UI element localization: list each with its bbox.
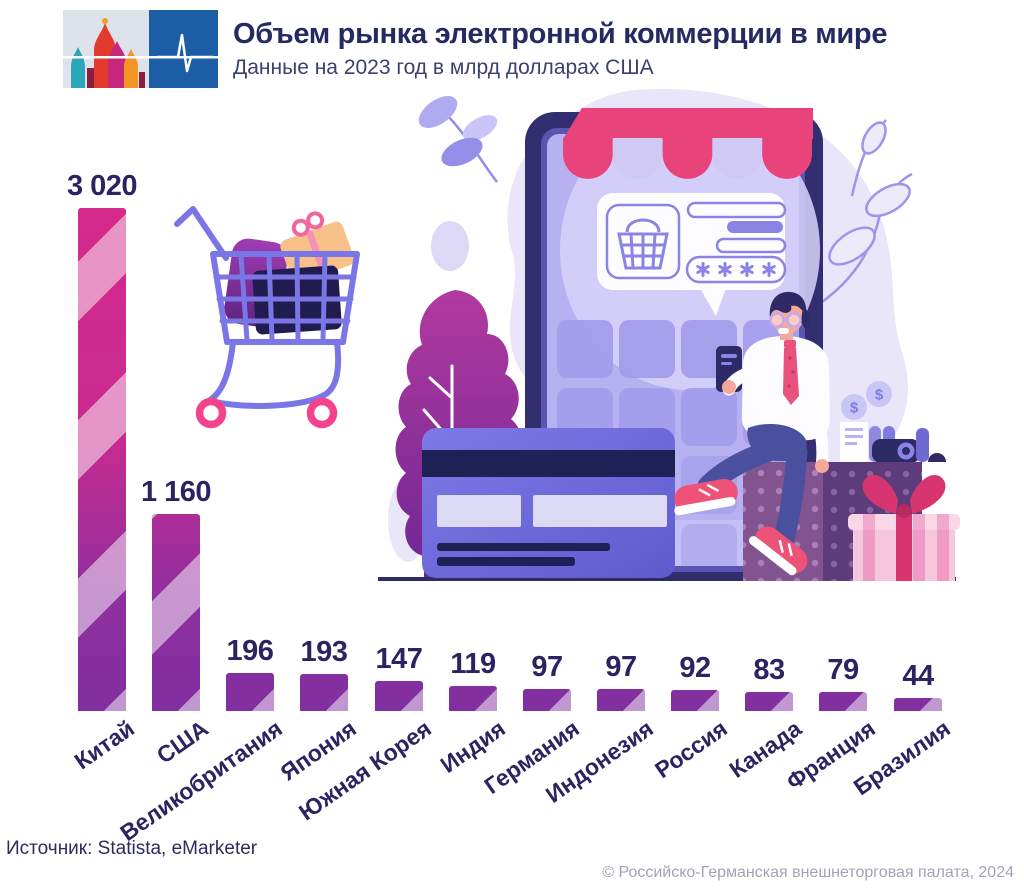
- logo-baseline: [63, 56, 218, 59]
- filled-pill: [727, 221, 783, 233]
- bar-value-label: 79: [827, 654, 859, 686]
- st-basil-cathedral-icon: [71, 18, 145, 88]
- bar-Франция: [819, 692, 867, 711]
- lavender-dot: [431, 221, 469, 271]
- bar-США: [152, 514, 200, 711]
- bar-Индонезия: [597, 689, 645, 711]
- bar-Канада: [745, 692, 793, 711]
- bar-Россия: [671, 690, 719, 711]
- bar-Южная Корея: [375, 681, 423, 711]
- bar-value-label: 92: [679, 652, 711, 684]
- bar-value-label: 1 160: [140, 476, 212, 508]
- basket-icon: [617, 218, 669, 270]
- copyright-note: © Российско-Германская внешнеторговая па…: [602, 864, 1014, 881]
- shopping-items: [840, 422, 946, 463]
- bar-value-label: 193: [300, 636, 348, 668]
- bar-value-label: 3 020: [66, 170, 138, 202]
- header: Объем рынка электронной коммерции в мире…: [233, 18, 993, 80]
- bar-value-label: 147: [375, 643, 423, 675]
- leaves-right-icon: [821, 119, 913, 304]
- bar-Япония: [300, 674, 348, 711]
- sneaker-icon: [748, 526, 808, 576]
- bar-Великобритания: [226, 673, 274, 711]
- bar-value-label: 97: [531, 651, 563, 683]
- pulse-line-icon: [156, 33, 215, 73]
- page-title: Объем рынка электронной коммерции в мире: [233, 18, 888, 50]
- bar-Бразилия: [894, 698, 942, 711]
- cart-wheel-icon: [195, 397, 227, 429]
- bar-Германия: [523, 689, 571, 711]
- russian-german-chamber-logo: [63, 10, 218, 88]
- bar-value-label: 119: [450, 648, 496, 680]
- bar-value-label: 97: [605, 651, 637, 683]
- hair: [769, 291, 807, 320]
- dollar-coins-icon: $ $: [841, 381, 892, 420]
- bar-value-label: 44: [902, 660, 934, 692]
- credit-card-icon: [422, 428, 675, 578]
- man-with-smartphone: [674, 291, 830, 576]
- page-subtitle: Данные на 2023 год в млрд долларах США: [233, 56, 654, 80]
- password-asterisks-icon: [696, 262, 776, 277]
- bar-value-label: 83: [753, 654, 785, 686]
- svg-text:$: $: [850, 400, 859, 417]
- leaves-left-icon: [418, 96, 498, 183]
- ground-line: [378, 577, 956, 581]
- store-awning-icon: [563, 108, 813, 179]
- bar-Китай: [78, 208, 126, 711]
- sneaker-icon: [674, 478, 738, 516]
- ecommerce-illustration: $ $: [174, 88, 960, 581]
- checkout-card: [597, 193, 787, 316]
- shopping-cart-icon: [174, 206, 360, 429]
- cart-wheel-icon: [306, 397, 338, 429]
- svg-text:$: $: [875, 387, 884, 404]
- pink-gift-box-icon: [848, 474, 960, 581]
- tie: [783, 340, 799, 405]
- glasses-icon: [769, 312, 802, 328]
- source-note: Источник: Statista, eMarketer: [6, 838, 258, 859]
- bar-Индия: [449, 686, 497, 711]
- bar-value-label: 196: [226, 635, 274, 667]
